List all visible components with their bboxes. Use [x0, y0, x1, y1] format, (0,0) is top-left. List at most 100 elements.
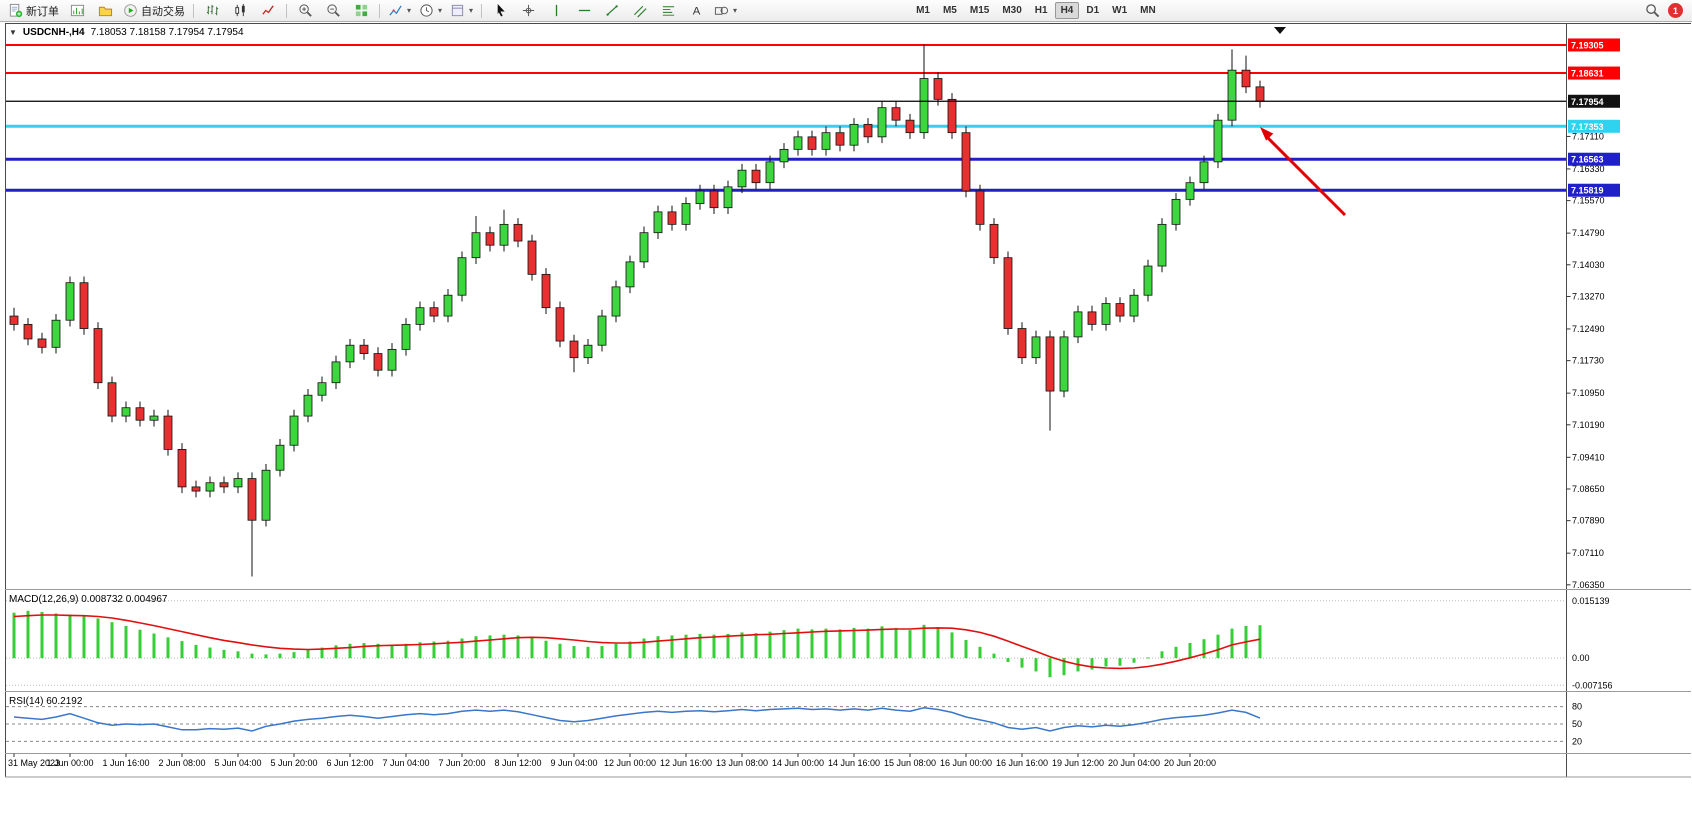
- candle-body: [597, 315, 607, 346]
- horizontal-line-tool-button[interactable]: [571, 2, 597, 20]
- macd-histogram-bar: [1090, 658, 1094, 670]
- crosshair-tool-button[interactable]: [515, 2, 541, 20]
- macd-histogram-bar: [1034, 658, 1038, 672]
- zoom-in-button[interactable]: [292, 2, 318, 20]
- auto-trading-button[interactable]: 自动交易: [120, 2, 188, 20]
- candle-body: [681, 203, 691, 225]
- bar-chart-mode-button[interactable]: [199, 2, 225, 20]
- timeframe-menu-button[interactable]: ▾: [416, 2, 445, 20]
- candle-body: [975, 190, 985, 225]
- indicators-button[interactable]: ▾: [385, 2, 414, 20]
- price-tick-label: 7.14790: [1572, 228, 1605, 238]
- horizontal-line-icon: [578, 9, 590, 12]
- cursor-tool-button[interactable]: [487, 2, 513, 20]
- chart-shift-marker[interactable]: [1274, 27, 1286, 34]
- notification-badge[interactable]: 1: [1668, 3, 1683, 18]
- macd-histogram-bar: [96, 618, 100, 659]
- open-chart-button[interactable]: [64, 2, 90, 20]
- tile-windows-button[interactable]: [348, 2, 374, 20]
- timeframe-m15-button[interactable]: M15: [969, 5, 990, 16]
- macd-histogram-bar: [1230, 628, 1234, 659]
- candle-body: [79, 282, 89, 329]
- fibonacci-icon: [662, 6, 674, 16]
- macd-histogram-bar: [292, 652, 296, 659]
- price-tick-label: 7.16330: [1572, 164, 1605, 174]
- candle-body: [1115, 303, 1125, 317]
- time-label: 20 Jun 04:00: [1108, 758, 1160, 768]
- price-badge-7.15819: [1568, 183, 1620, 197]
- macd-histogram-bar: [880, 626, 884, 659]
- timeframe-m5-button[interactable]: M5: [942, 5, 957, 16]
- candle-body: [65, 282, 75, 321]
- timeframe-h1-button[interactable]: H1: [1034, 5, 1048, 16]
- templates-button[interactable]: ▾: [447, 2, 476, 20]
- macd-histogram-bar: [586, 646, 590, 659]
- macd-histogram-bar: [712, 634, 716, 659]
- rsi-level-label: 80: [1572, 702, 1582, 712]
- new-order-button[interactable]: 新订单: [5, 2, 62, 20]
- macd-histogram-bar: [726, 633, 730, 659]
- trend-arrow-head[interactable]: [1260, 127, 1274, 141]
- candlestick-mode-button[interactable]: [227, 2, 253, 20]
- macd-histogram-bar: [1132, 658, 1136, 663]
- channel-tool-button[interactable]: [627, 2, 653, 20]
- price-badge-7.19305: [1568, 38, 1620, 52]
- timeframe-w1-button[interactable]: W1: [1112, 5, 1128, 16]
- candlestick-chart-icon: [234, 3, 245, 17]
- macd-histogram-bar: [1160, 651, 1164, 659]
- time-label: 7 Jun 04:00: [382, 758, 429, 768]
- macd-histogram-bar: [628, 641, 632, 659]
- macd-histogram-bar: [992, 653, 996, 659]
- trendline-tool-button[interactable]: [599, 2, 625, 20]
- macd-name: MACD(12,26,9): [9, 594, 79, 605]
- auto-trading-icon: [124, 4, 137, 17]
- time-label: 19 Jun 12:00: [1052, 758, 1104, 768]
- candle-body: [513, 223, 523, 242]
- timeframe-m1-button[interactable]: M1: [916, 5, 930, 16]
- candle-body: [135, 407, 145, 421]
- candle-body: [527, 240, 537, 275]
- price-badge-label: 7.18631: [1571, 69, 1604, 79]
- overlay-lines: [6, 43, 1566, 192]
- candle-body: [765, 161, 775, 184]
- macd-histogram-bar: [404, 643, 408, 659]
- symbol-collapse-icon[interactable]: ▼: [9, 28, 17, 37]
- macd-signal-line: [13, 614, 1261, 670]
- candle-body: [807, 136, 817, 150]
- macd-histogram-bar: [250, 653, 254, 659]
- zoom-out-button[interactable]: [320, 2, 346, 20]
- vertical-line-tool-button[interactable]: [543, 2, 569, 20]
- timeframe-mn-button[interactable]: MN: [1140, 5, 1156, 16]
- candle-body: [457, 257, 467, 296]
- candle-body: [737, 169, 747, 188]
- line-chart-mode-button[interactable]: [255, 2, 281, 20]
- dropdown-arrow-icon: ▾: [733, 6, 738, 15]
- shapes-tool-button[interactable]: ▾: [711, 2, 740, 20]
- profiles-button[interactable]: [92, 2, 118, 20]
- timeframe-h4-button[interactable]: H4: [1054, 2, 1080, 19]
- macd-histogram-bar: [502, 634, 506, 659]
- new-order-icon: [9, 3, 23, 18]
- templates-icon: [451, 4, 464, 17]
- candle-body: [667, 211, 677, 225]
- price-badge-label: 7.15819: [1571, 186, 1604, 196]
- macd-histogram-bar: [978, 646, 982, 659]
- macd-histogram-bar: [306, 649, 310, 659]
- text-icon: A: [692, 6, 700, 18]
- macd-histogram-bar: [530, 637, 534, 659]
- macd-histogram-bar: [376, 643, 380, 659]
- text-tool-button[interactable]: A: [683, 2, 709, 20]
- macd-histogram-bar: [236, 651, 240, 659]
- toolbar-separator: [193, 3, 194, 18]
- timeframe-d1-button[interactable]: D1: [1086, 5, 1100, 16]
- search-icon[interactable]: [1645, 3, 1660, 18]
- macd-histogram-bar: [684, 634, 688, 659]
- candle-body: [261, 469, 271, 521]
- fibonacci-tool-button[interactable]: [655, 2, 681, 20]
- macd-histogram-bar: [1174, 646, 1178, 659]
- price-badge-label: 7.16563: [1571, 155, 1604, 165]
- trend-arrow-annotation[interactable]: [1264, 134, 1347, 217]
- candle-body: [37, 338, 47, 348]
- timeframe-m30-button[interactable]: M30: [1002, 5, 1022, 16]
